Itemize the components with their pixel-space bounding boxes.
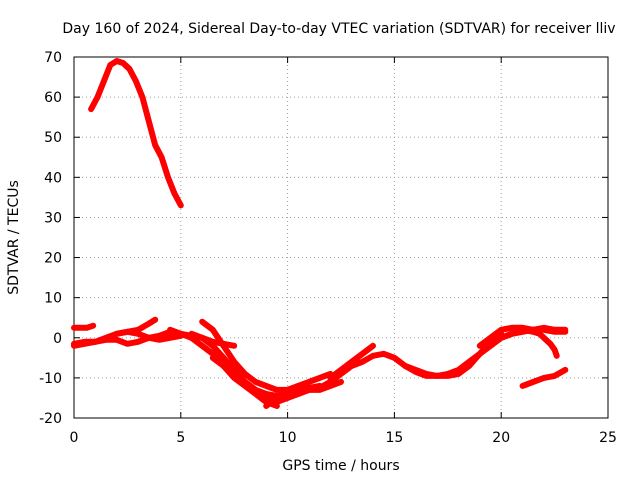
series-arc-14	[498, 326, 560, 359]
series-arc-5	[113, 316, 159, 337]
x-tick-label: 25	[599, 430, 617, 446]
grid	[74, 57, 608, 418]
series-arc-1	[88, 58, 184, 209]
x-tick-label: 15	[385, 430, 403, 446]
y-tick-label: -20	[39, 411, 62, 427]
series-arc-2	[71, 322, 97, 331]
chart-title: Day 160 of 2024, Sidereal Day-to-day VTE…	[62, 21, 615, 37]
series-arc-11	[327, 342, 376, 381]
series-arc-9	[209, 354, 323, 399]
y-tick-label: 60	[44, 90, 62, 106]
y-tick-label: 20	[44, 251, 62, 267]
data-series	[71, 58, 569, 409]
x-tick-label: 20	[492, 430, 510, 446]
x-tick-label: 0	[70, 430, 79, 446]
y-tick-label: 70	[44, 50, 62, 66]
x-axis-label: GPS time / hours	[282, 458, 399, 474]
y-tick-label: -10	[39, 371, 62, 387]
y-tick-label: 50	[44, 130, 62, 146]
x-tick-label: 10	[279, 430, 297, 446]
y-tick-label: 30	[44, 210, 62, 226]
series-arc-15	[519, 366, 569, 389]
axis-ticks: 0 5 10 15 20 25 -20 -10 0 10 20 30 40 50 60 70	[39, 50, 617, 446]
series-arc-4	[71, 332, 184, 349]
series-arc-10	[263, 370, 334, 409]
y-tick-label: 0	[53, 331, 62, 347]
plot-frame	[73, 56, 609, 419]
series-arc-7	[199, 318, 505, 393]
y-tick-label: 40	[44, 170, 62, 186]
y-tick-label: 10	[44, 291, 62, 307]
series-arc-8	[188, 330, 238, 349]
x-tick-label: 5	[176, 430, 185, 446]
y-axis-label: SDTVAR / TECUs	[6, 180, 22, 295]
